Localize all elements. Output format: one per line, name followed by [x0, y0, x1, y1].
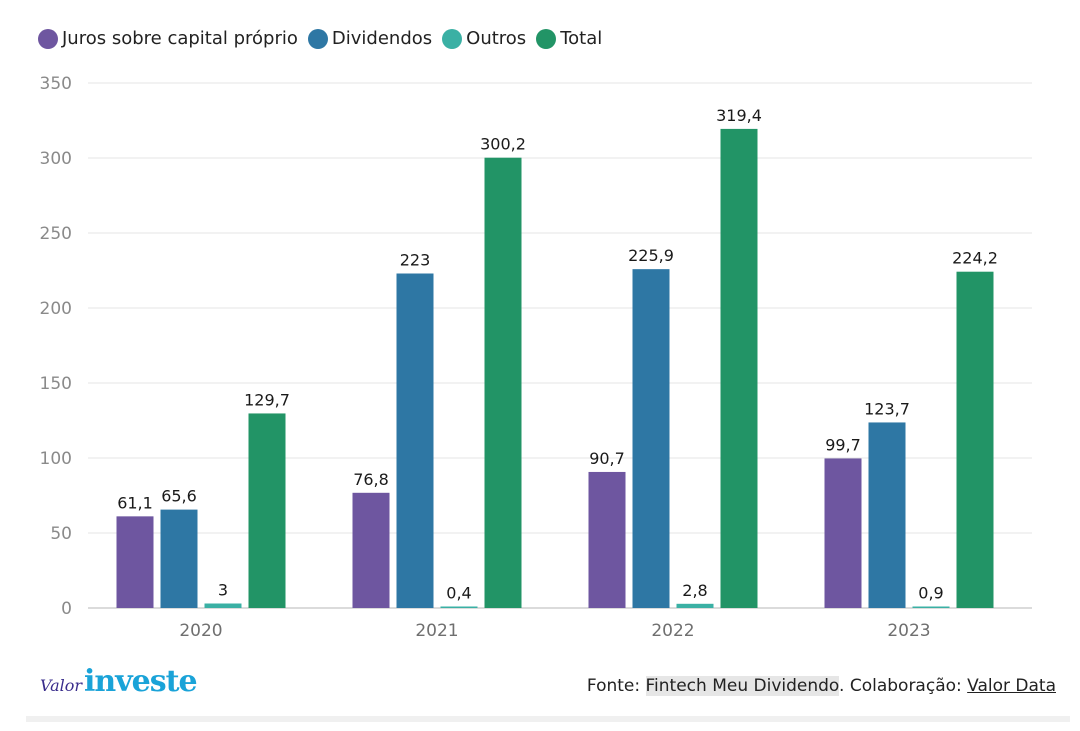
- bottom-divider: [26, 716, 1070, 722]
- bar-2023-outros: [912, 606, 950, 608]
- data-label-2023-3: 224,2: [952, 249, 998, 268]
- y-tick-label-250: 250: [40, 224, 72, 244]
- legend-swatch-outros: [442, 28, 463, 49]
- legend-swatch-total: [536, 28, 557, 49]
- bar-2023-dividendos: [868, 422, 906, 608]
- bar-2022-juros: [588, 471, 626, 608]
- bar-2020-outros: [204, 603, 242, 608]
- data-label-2022-0: 90,7: [589, 449, 625, 468]
- legend-label-juros: Juros sobre capital próprio: [62, 28, 298, 49]
- bar-chart: 0 50 100 150 200 250 300 350 61,1 65,6 3 129,7 2020 7…: [40, 74, 1032, 641]
- data-label-2021-2: 0,4: [446, 584, 471, 603]
- collab-link[interactable]: Valor Data: [967, 676, 1056, 696]
- x-category-label-2023: 2023: [887, 621, 930, 641]
- bar-2021-total: [484, 157, 522, 608]
- bar-2021-juros: [352, 492, 390, 608]
- y-tick-label-0: 0: [61, 599, 72, 619]
- data-label-2021-0: 76,8: [353, 470, 389, 489]
- bar-2020-juros: [116, 516, 154, 608]
- legend-swatch-dividendos: [307, 28, 328, 49]
- data-label-2020-0: 61,1: [117, 493, 153, 512]
- legend-label-outros: Outros: [466, 28, 527, 49]
- logo-investe-text: investe: [84, 664, 198, 699]
- bar-2021-dividendos: [396, 273, 434, 608]
- valor-investe-logo[interactable]: Valor investe: [40, 664, 198, 699]
- legend-item-total[interactable]: Total: [536, 28, 602, 49]
- data-label-2022-1: 225,9: [628, 246, 674, 265]
- y-tick-label-300: 300: [40, 149, 72, 169]
- source-prefix: Fonte:: [586, 676, 646, 696]
- data-label-2020-1: 65,6: [161, 487, 197, 506]
- chart-legend: Juros sobre capital próprio Dividendos O…: [38, 28, 602, 49]
- x-category-label-2020: 2020: [179, 621, 222, 641]
- collab-prefix: . Colaboração:: [839, 676, 968, 696]
- bar-2020-total: [248, 413, 286, 608]
- source-name: Fintech Meu Dividendo: [645, 676, 840, 696]
- bar-2020-dividendos: [160, 509, 198, 608]
- bar-2022-outros: [676, 603, 714, 608]
- bar-2022-total: [720, 128, 758, 608]
- data-label-2021-3: 300,2: [480, 135, 526, 154]
- data-label-2020-2: 3: [218, 581, 228, 600]
- data-label-2023-0: 99,7: [825, 435, 861, 454]
- x-category-label-2022: 2022: [651, 621, 694, 641]
- y-tick-label-200: 200: [40, 299, 72, 319]
- legend-item-outros[interactable]: Outros: [442, 28, 526, 49]
- y-tick-label-150: 150: [40, 374, 72, 394]
- data-label-2022-2: 2,8: [682, 581, 707, 600]
- data-label-2021-1: 223: [400, 251, 431, 270]
- legend-item-juros[interactable]: Juros sobre capital próprio: [38, 28, 298, 49]
- legend-item-dividendos[interactable]: Dividendos: [307, 28, 433, 49]
- y-tick-label-50: 50: [50, 524, 72, 544]
- data-label-2023-2: 0,9: [918, 584, 943, 603]
- legend-label-dividendos: Dividendos: [331, 28, 433, 49]
- y-tick-label-100: 100: [40, 449, 72, 469]
- data-label-2020-3: 129,7: [244, 390, 290, 409]
- logo-valor-text: Valor: [40, 676, 83, 695]
- data-label-2023-1: 123,7: [864, 399, 910, 418]
- y-tick-label-350: 350: [40, 74, 72, 94]
- source-credit: Fonte: Fintech Meu Dividendo. Colaboraçã…: [587, 676, 1056, 696]
- legend-label-total: Total: [560, 28, 603, 49]
- bar-2023-juros: [824, 458, 862, 608]
- bar-2022-dividendos: [632, 269, 670, 608]
- bar-2021-outros: [440, 606, 478, 608]
- x-category-label-2021: 2021: [415, 621, 458, 641]
- bar-2023-total: [956, 271, 994, 608]
- data-label-2022-3: 319,4: [716, 106, 762, 125]
- legend-swatch-juros: [38, 28, 58, 49]
